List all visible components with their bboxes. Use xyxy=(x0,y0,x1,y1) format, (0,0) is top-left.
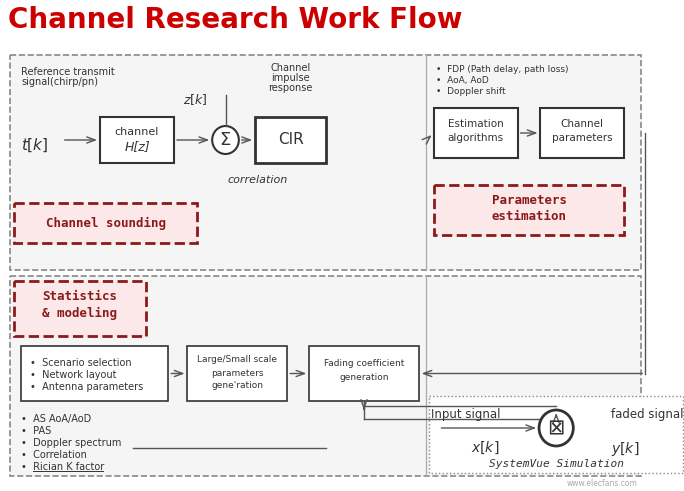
Text: •  Scenario selection: • Scenario selection xyxy=(31,358,132,368)
Text: CIR: CIR xyxy=(278,133,304,147)
Text: Statistics: Statistics xyxy=(42,291,118,303)
Text: •  AS AoA/AoD: • AS AoA/AoD xyxy=(21,414,91,424)
Bar xyxy=(434,185,624,235)
Text: Fading coefficient: Fading coefficient xyxy=(324,359,404,369)
Text: $x[k]$: $x[k]$ xyxy=(471,440,499,456)
Text: parameters: parameters xyxy=(211,369,263,378)
Text: correlation: correlation xyxy=(228,175,288,185)
Text: Channel Research Work Flow: Channel Research Work Flow xyxy=(8,6,462,34)
Bar xyxy=(540,108,624,158)
Text: SystemVue Simulation: SystemVue Simulation xyxy=(488,459,624,469)
Text: $t[k]$: $t[k]$ xyxy=(21,136,49,154)
Bar xyxy=(429,396,683,473)
Text: •  PAS: • PAS xyxy=(21,426,51,436)
Text: $z[k]$: $z[k]$ xyxy=(183,92,207,107)
Text: $\boxtimes$: $\boxtimes$ xyxy=(547,418,565,438)
Bar xyxy=(14,203,197,243)
Text: Channel: Channel xyxy=(271,63,311,73)
Bar xyxy=(187,346,287,401)
Text: Parameters: Parameters xyxy=(492,194,566,208)
Text: •  AoA, AoD: • AoA, AoD xyxy=(436,76,488,85)
Text: Reference transmit: Reference transmit xyxy=(21,67,115,77)
Text: impulse: impulse xyxy=(272,73,310,83)
Text: Estimation: Estimation xyxy=(448,119,503,129)
Bar xyxy=(14,281,146,336)
Text: •  Correlation: • Correlation xyxy=(21,450,87,460)
Text: •  Antenna parameters: • Antenna parameters xyxy=(31,382,144,392)
Text: Large/Small scale: Large/Small scale xyxy=(198,355,278,364)
Text: Channel sounding: Channel sounding xyxy=(46,217,166,229)
Text: www.elecfans.com: www.elecfans.com xyxy=(566,479,637,488)
Text: signal(chirp/pn): signal(chirp/pn) xyxy=(21,77,98,87)
Text: Channel: Channel xyxy=(561,119,604,129)
Bar xyxy=(309,346,419,401)
Text: $\Sigma$: $\Sigma$ xyxy=(220,131,232,149)
Text: channel: channel xyxy=(115,127,159,137)
Text: faded signal: faded signal xyxy=(611,408,683,421)
Bar xyxy=(10,55,642,270)
Circle shape xyxy=(212,126,239,154)
Bar xyxy=(434,108,518,158)
Text: •  FDP (Path delay, path loss): • FDP (Path delay, path loss) xyxy=(436,65,568,74)
Text: response: response xyxy=(269,83,313,93)
Text: algorithms: algorithms xyxy=(448,133,504,143)
Text: gene'ration: gene'ration xyxy=(211,382,263,390)
Text: •  Rician K factor: • Rician K factor xyxy=(21,462,104,472)
Bar xyxy=(21,346,168,401)
Text: & modeling: & modeling xyxy=(42,306,118,320)
Text: estimation: estimation xyxy=(492,211,566,223)
Text: •  Doppler shift: • Doppler shift xyxy=(436,87,505,96)
Text: •  Network layout: • Network layout xyxy=(31,370,117,380)
Text: generation: generation xyxy=(339,374,389,382)
Text: •  Doppler spectrum: • Doppler spectrum xyxy=(21,438,121,448)
Text: Input signal: Input signal xyxy=(430,408,500,421)
Bar xyxy=(10,276,642,476)
Circle shape xyxy=(539,410,573,446)
Text: $y[k]$: $y[k]$ xyxy=(611,440,639,458)
Bar xyxy=(100,117,174,163)
Bar xyxy=(255,117,326,163)
Text: H[z]: H[z] xyxy=(124,140,150,154)
Text: parameters: parameters xyxy=(552,133,613,143)
